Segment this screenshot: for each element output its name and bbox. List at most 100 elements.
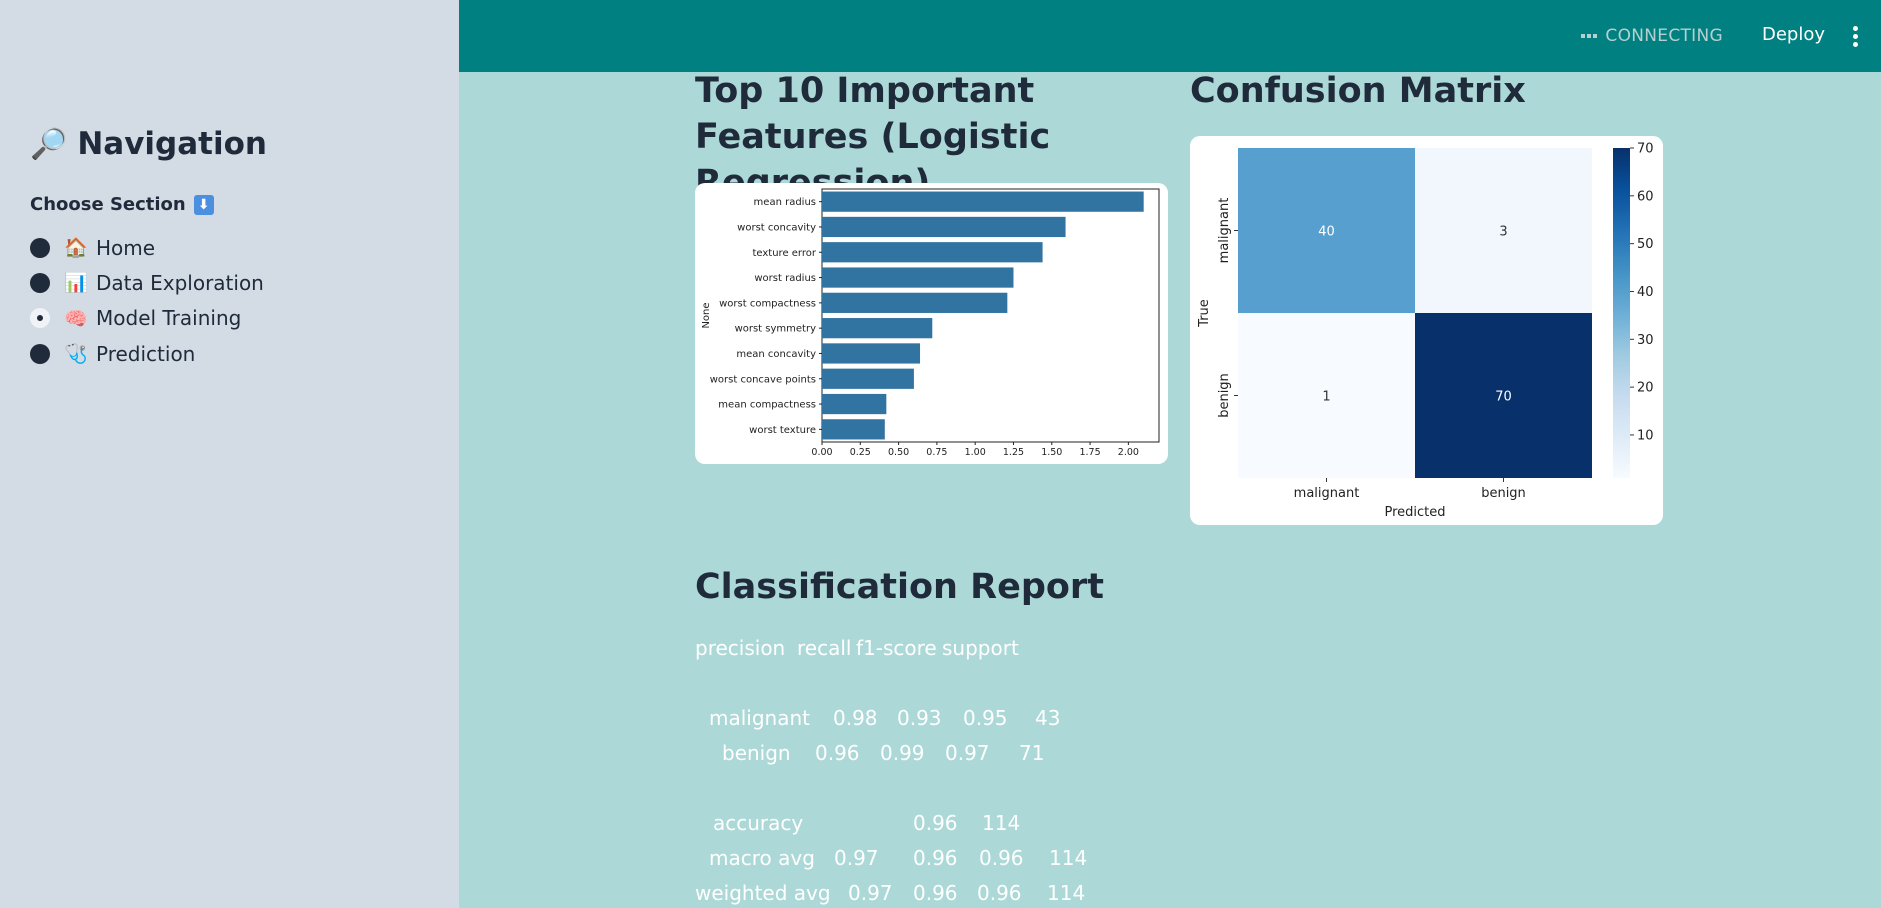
feature-bar bbox=[822, 242, 1043, 263]
section-emoji-icon: 🏠 bbox=[64, 237, 88, 260]
y-tick-label: mean radius bbox=[754, 197, 816, 208]
choose-section-label: Choose Section ⬇ bbox=[30, 194, 214, 215]
report-value-cell: 0.95 bbox=[963, 706, 1008, 730]
radio-button[interactable] bbox=[30, 308, 50, 329]
feature-bar bbox=[822, 216, 1066, 238]
colorbar-tick-label: 50 bbox=[1637, 237, 1654, 252]
x-tick-label: 0.25 bbox=[850, 447, 871, 458]
deploy-button[interactable]: Deploy bbox=[1761, 24, 1825, 45]
confusion-matrix-title: Confusion Matrix bbox=[1190, 71, 1526, 111]
report-header-cell: support bbox=[942, 636, 1019, 660]
radio-option-label: Home bbox=[96, 235, 156, 260]
report-header-cell: f1-score bbox=[856, 636, 937, 660]
x-tick-label: 0.75 bbox=[926, 447, 947, 458]
radio-option-model-training[interactable]: 🧠 Model Training bbox=[30, 301, 264, 336]
colorbar-tick-label: 30 bbox=[1637, 333, 1654, 348]
colorbar-tick-label: 70 bbox=[1637, 142, 1654, 157]
x-tick-label: 1.00 bbox=[965, 447, 986, 458]
report-value-cell: 0.97 bbox=[834, 846, 879, 870]
report-row-label: benign bbox=[722, 741, 791, 765]
heatmap-cell-value: 40 bbox=[1318, 225, 1335, 240]
report-value-cell: 0.96 bbox=[815, 741, 860, 765]
x-tick-label: 1.75 bbox=[1079, 447, 1100, 458]
feature-bar bbox=[822, 343, 921, 364]
radio-button[interactable] bbox=[30, 237, 50, 258]
report-value-cell: 0.96 bbox=[913, 881, 958, 905]
feature-bar bbox=[822, 318, 933, 339]
colorbar-tick-label: 60 bbox=[1637, 189, 1654, 204]
x-tick-label: benign bbox=[1481, 486, 1526, 501]
x-tick-label: 0.50 bbox=[888, 447, 909, 458]
radio-button[interactable] bbox=[30, 272, 50, 293]
y-tick-label: worst concave points bbox=[710, 374, 816, 385]
down-arrow-icon: ⬇ bbox=[193, 194, 214, 215]
report-row-label: accuracy bbox=[713, 811, 804, 835]
report-value-cell: 71 bbox=[1019, 741, 1045, 765]
colorbar-tick-label: 40 bbox=[1637, 285, 1654, 300]
section-emoji-icon: 🧠 bbox=[64, 307, 88, 330]
radio-option-label: Prediction bbox=[96, 341, 196, 366]
x-tick-label: malignant bbox=[1294, 486, 1360, 501]
y-tick-label: worst radius bbox=[754, 273, 816, 284]
report-row-label: malignant bbox=[709, 706, 810, 730]
x-axis-label: Predicted bbox=[1384, 505, 1445, 520]
y-tick-label: texture error bbox=[752, 248, 816, 259]
main-menu-icon[interactable] bbox=[1853, 26, 1859, 48]
section-emoji-icon: 🩺 bbox=[64, 343, 88, 366]
top-header: CONNECTING Deploy bbox=[459, 0, 1881, 72]
y-tick-label: worst compactness bbox=[719, 298, 816, 309]
radio-option-label: Data Exploration bbox=[96, 270, 264, 295]
y-tick-label: worst symmetry bbox=[735, 324, 817, 335]
x-tick-label: 1.50 bbox=[1041, 447, 1062, 458]
report-value-cell: 0.93 bbox=[897, 706, 942, 730]
feature-importance-chart-card: mean radius worst concavity texture error w… bbox=[695, 183, 1168, 464]
heatmap-cell bbox=[1238, 148, 1415, 313]
feature-bar bbox=[822, 368, 914, 389]
sidebar: 🔎 Navigation Choose Section ⬇ 🏠 Home 📊 Data… bbox=[0, 0, 459, 908]
section-emoji-icon: 📊 bbox=[64, 272, 88, 295]
feature-bar bbox=[822, 191, 1144, 212]
y-tick-label: benign bbox=[1217, 373, 1232, 418]
report-value-cell: 43 bbox=[1035, 706, 1061, 730]
heatmap-cell-value: 70 bbox=[1495, 390, 1512, 405]
connection-status: CONNECTING bbox=[1581, 26, 1723, 46]
choose-section-text: Choose Section bbox=[30, 194, 186, 215]
report-row-label: macro avg bbox=[709, 846, 815, 870]
report-header-cell: precision bbox=[695, 636, 786, 660]
y-tick-label: mean compactness bbox=[718, 400, 816, 411]
feature-importance-chart: mean radius worst concavity texture error w… bbox=[701, 188, 1160, 458]
colorbar-tick-label: 10 bbox=[1637, 428, 1654, 443]
radio-option-home[interactable]: 🏠 Home bbox=[30, 230, 264, 265]
y-tick-label: mean concavity bbox=[736, 349, 816, 360]
radio-option-data-exploration[interactable]: 📊 Data Exploration bbox=[30, 265, 264, 300]
feature-bar bbox=[822, 419, 885, 440]
confusion-matrix-chart: 40 3 1 70 malignant benign malignant benign Pred… bbox=[1197, 142, 1654, 521]
section-radio-group: 🏠 Home 📊 Data Exploration 🧠 Model Training 🩺 Pr… bbox=[30, 230, 264, 371]
feature-bar bbox=[822, 292, 1008, 313]
report-value-cell: 0.97 bbox=[945, 741, 990, 765]
plot-frame bbox=[821, 188, 1160, 443]
radio-button[interactable] bbox=[30, 343, 50, 364]
sidebar-title: 🔎 Navigation bbox=[30, 126, 267, 162]
classification-report-title: Classification Report bbox=[695, 567, 1104, 607]
report-value-cell: 114 bbox=[1049, 846, 1088, 870]
report-value-cell: 0.96 bbox=[913, 811, 958, 835]
y-tick-label: malignant bbox=[1217, 198, 1232, 264]
x-tick-label: 0.00 bbox=[811, 447, 832, 458]
report-row-label: weighted avg bbox=[695, 881, 831, 905]
heatmap-cell bbox=[1238, 313, 1415, 478]
radio-option-label: Model Training bbox=[96, 306, 242, 331]
x-tick-label: 2.00 bbox=[1118, 447, 1139, 458]
y-axis-label: None bbox=[701, 302, 712, 328]
x-tick-label: 1.25 bbox=[1003, 447, 1024, 458]
status-dots-icon bbox=[1581, 34, 1598, 38]
confusion-matrix-card: 40 3 1 70 malignant benign malignant benign Pred… bbox=[1190, 136, 1663, 525]
y-axis-label: True bbox=[1197, 299, 1212, 328]
report-value-cell: 0.98 bbox=[833, 706, 878, 730]
report-value-cell: 0.97 bbox=[848, 881, 893, 905]
radio-option-prediction[interactable]: 🩺 Prediction bbox=[30, 336, 264, 371]
magnifier-icon: 🔎 bbox=[30, 126, 68, 162]
colorbar bbox=[1613, 148, 1630, 478]
colorbar-tick-label: 20 bbox=[1637, 381, 1654, 396]
report-value-cell: 0.99 bbox=[880, 741, 925, 765]
